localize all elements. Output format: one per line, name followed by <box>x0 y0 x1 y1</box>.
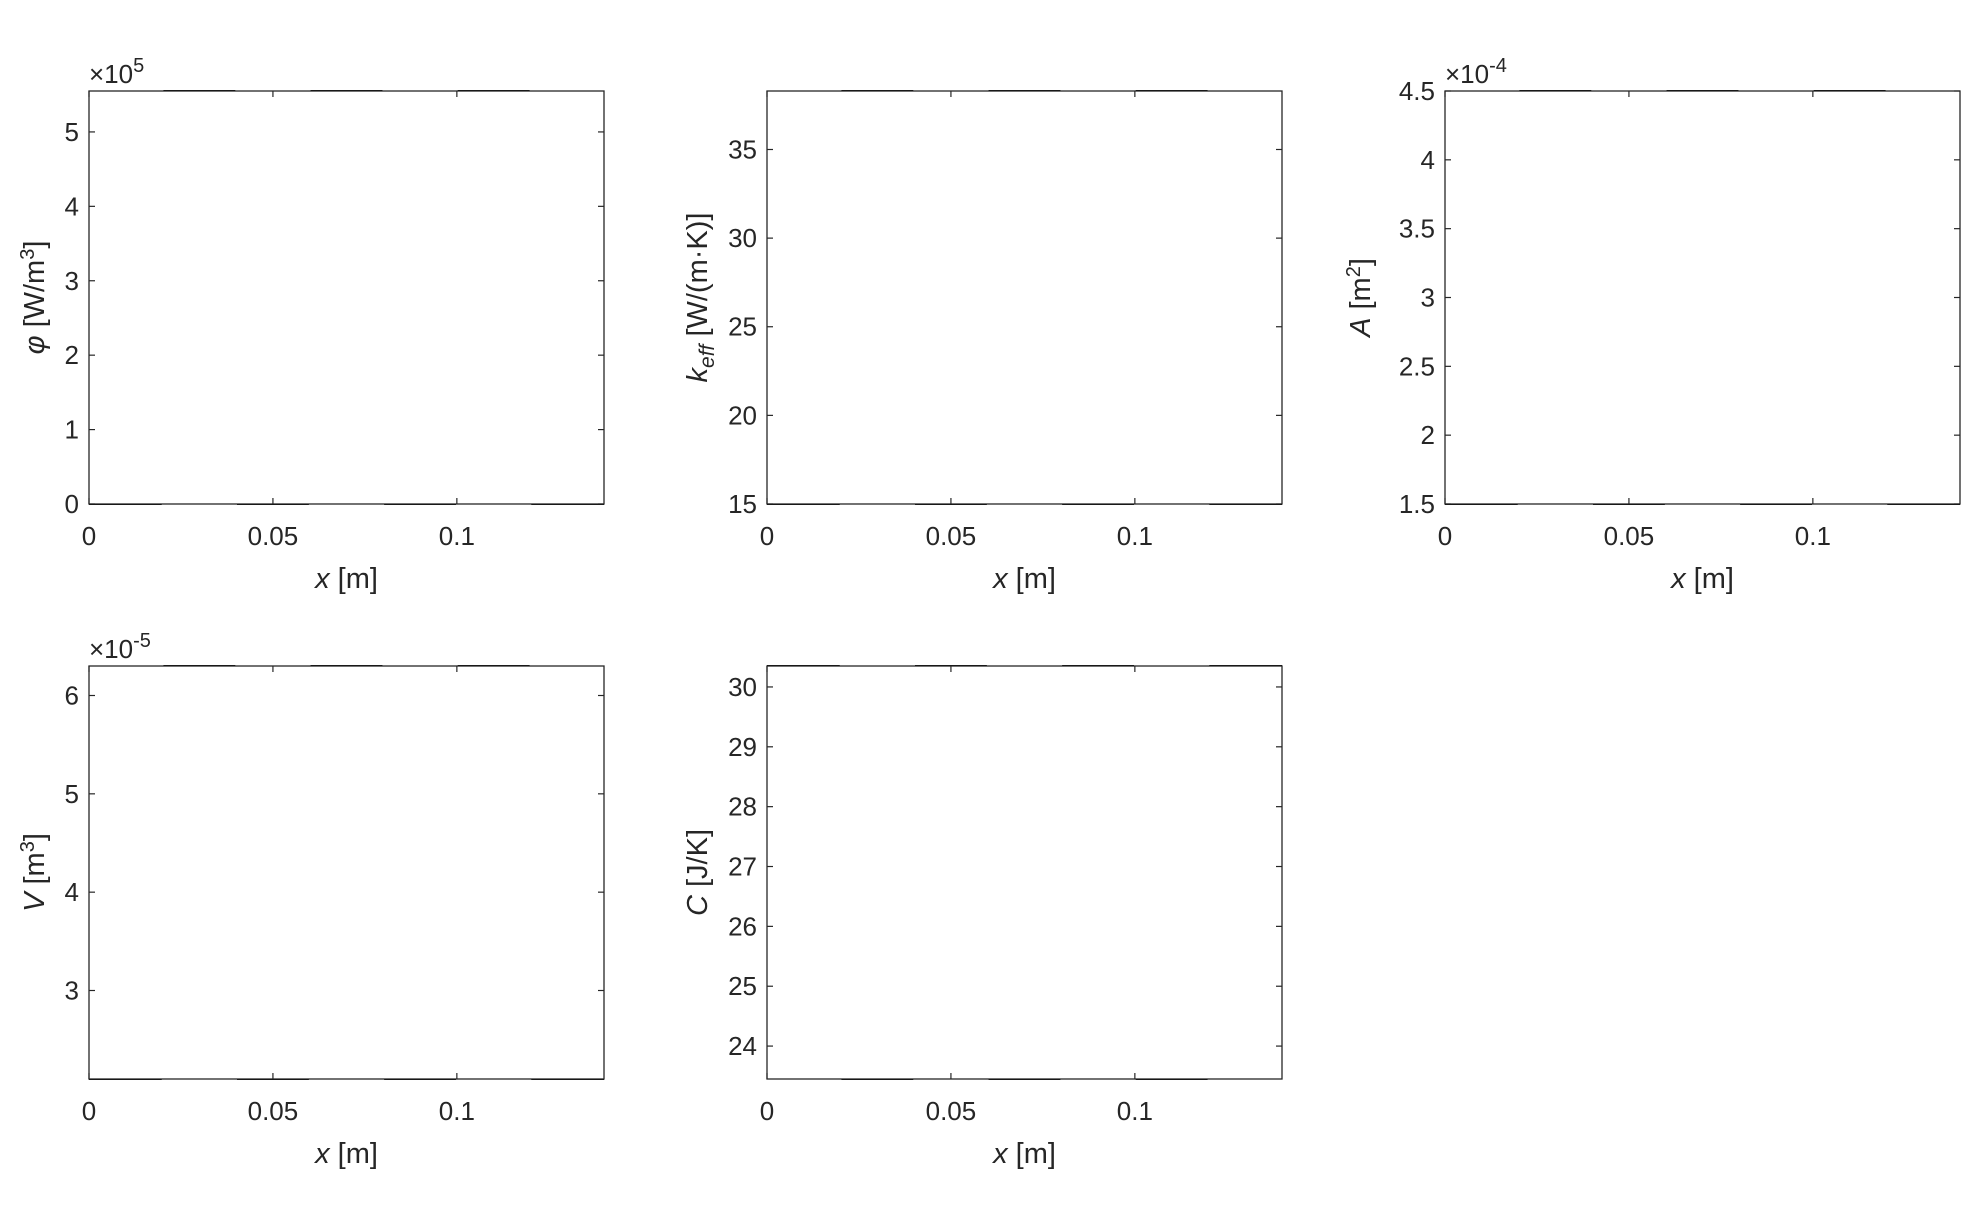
y-tick-label: 3.5 <box>1399 214 1435 244</box>
x-axis-label: x [m] <box>313 1138 378 1170</box>
y-tick-label: 3 <box>1421 283 1435 313</box>
y-axis-label: φ [W/m3] <box>17 241 51 355</box>
x-axis-label: x [m] <box>991 1138 1056 1170</box>
x-tick-label: 0.05 <box>248 521 299 551</box>
subplot-3: 0 0.05 0.1 1.5 2 2.5 3 3.5 4 4.5 x [m] A [m2] ×10-4 <box>1343 55 1961 595</box>
y-tick-label: 4.5 <box>1399 76 1435 106</box>
x-tick-label: 0.1 <box>1795 521 1831 551</box>
y-tick-label: 3 <box>65 266 79 296</box>
x-axis-label: x [m] <box>313 563 378 595</box>
x-tick-label: 0.1 <box>439 521 475 551</box>
y-axis-label: V [m3] <box>17 833 51 912</box>
x-tick-label: 0 <box>82 521 96 551</box>
x-axis-label: x [m] <box>1669 563 1734 595</box>
x-tick-label: 0.05 <box>926 521 977 551</box>
y-tick-label: 28 <box>728 792 757 822</box>
y-tick-label: 4 <box>65 191 79 221</box>
subplot-5: 0 0.05 0.1 24 25 26 27 28 29 30 x [m] C [J/K] <box>682 665 1283 1170</box>
y-tick-label: 30 <box>728 223 757 253</box>
x-tick-label: 0.05 <box>1604 521 1655 551</box>
y-tick-label: 5 <box>65 117 79 147</box>
y-tick-label: 20 <box>728 400 757 430</box>
y-axis-label: A [m2] <box>1343 258 1377 339</box>
x-tick-label: 0.05 <box>248 1096 299 1126</box>
axis-exponent-label: ×105 <box>89 55 144 89</box>
x-tick-label: 0.05 <box>926 1096 977 1126</box>
y-tick-label: 25 <box>728 971 757 1001</box>
x-tick-label: 0.1 <box>1117 1096 1153 1126</box>
axes-box <box>766 665 1283 1080</box>
y-tick-label: 5 <box>65 779 79 809</box>
y-tick-label: 6 <box>65 681 79 711</box>
y-tick-label: 2 <box>1421 420 1435 450</box>
y-axis-label: keff [W/(m·K)] <box>682 213 719 383</box>
y-tick-label: 15 <box>728 489 757 519</box>
y-tick-label: 0 <box>65 489 79 519</box>
x-tick-label: 0 <box>760 521 774 551</box>
y-axis-label: C [J/K] <box>682 829 714 916</box>
y-tick-label: 26 <box>728 911 757 941</box>
y-tick-label: 25 <box>728 312 757 342</box>
y-tick-label: 4 <box>1421 145 1435 175</box>
y-tick-label: 24 <box>728 1031 757 1061</box>
x-tick-label: 0.1 <box>439 1096 475 1126</box>
y-tick-label: 1 <box>65 415 79 445</box>
x-tick-label: 0 <box>82 1096 96 1126</box>
axis-exponent-label: ×10-5 <box>89 630 151 664</box>
y-tick-label: 3 <box>65 976 79 1006</box>
y-tick-label: 29 <box>728 732 757 762</box>
y-tick-label: 27 <box>728 852 757 882</box>
y-tick-label: 4 <box>65 877 79 907</box>
y-tick-label: 2.5 <box>1399 351 1435 381</box>
x-tick-label: 0 <box>1438 521 1452 551</box>
subplot-4: 0 0.05 0.1 3 4 5 6 x [m] V [m3] ×10-5 <box>17 630 605 1170</box>
y-tick-label: 30 <box>728 672 757 702</box>
subplot-2: 0 0.05 0.1 15 20 25 30 35 x [m] keff [W/(m·K)] <box>682 90 1283 595</box>
axes-box <box>88 90 605 505</box>
axes-box <box>766 90 1283 505</box>
axis-exponent-label: ×10-4 <box>1445 55 1507 89</box>
axes-box <box>88 665 605 1080</box>
subplot-1: 0 0.05 0.1 0 1 2 3 4 5 x [m] φ [W/m3] ×105 <box>17 55 605 595</box>
y-tick-label: 2 <box>65 340 79 370</box>
x-tick-label: 0 <box>760 1096 774 1126</box>
x-tick-label: 0.1 <box>1117 521 1153 551</box>
y-tick-label: 1.5 <box>1399 489 1435 519</box>
axes-box <box>1444 90 1961 505</box>
y-tick-label: 35 <box>728 134 757 164</box>
x-axis-label: x [m] <box>991 563 1056 595</box>
